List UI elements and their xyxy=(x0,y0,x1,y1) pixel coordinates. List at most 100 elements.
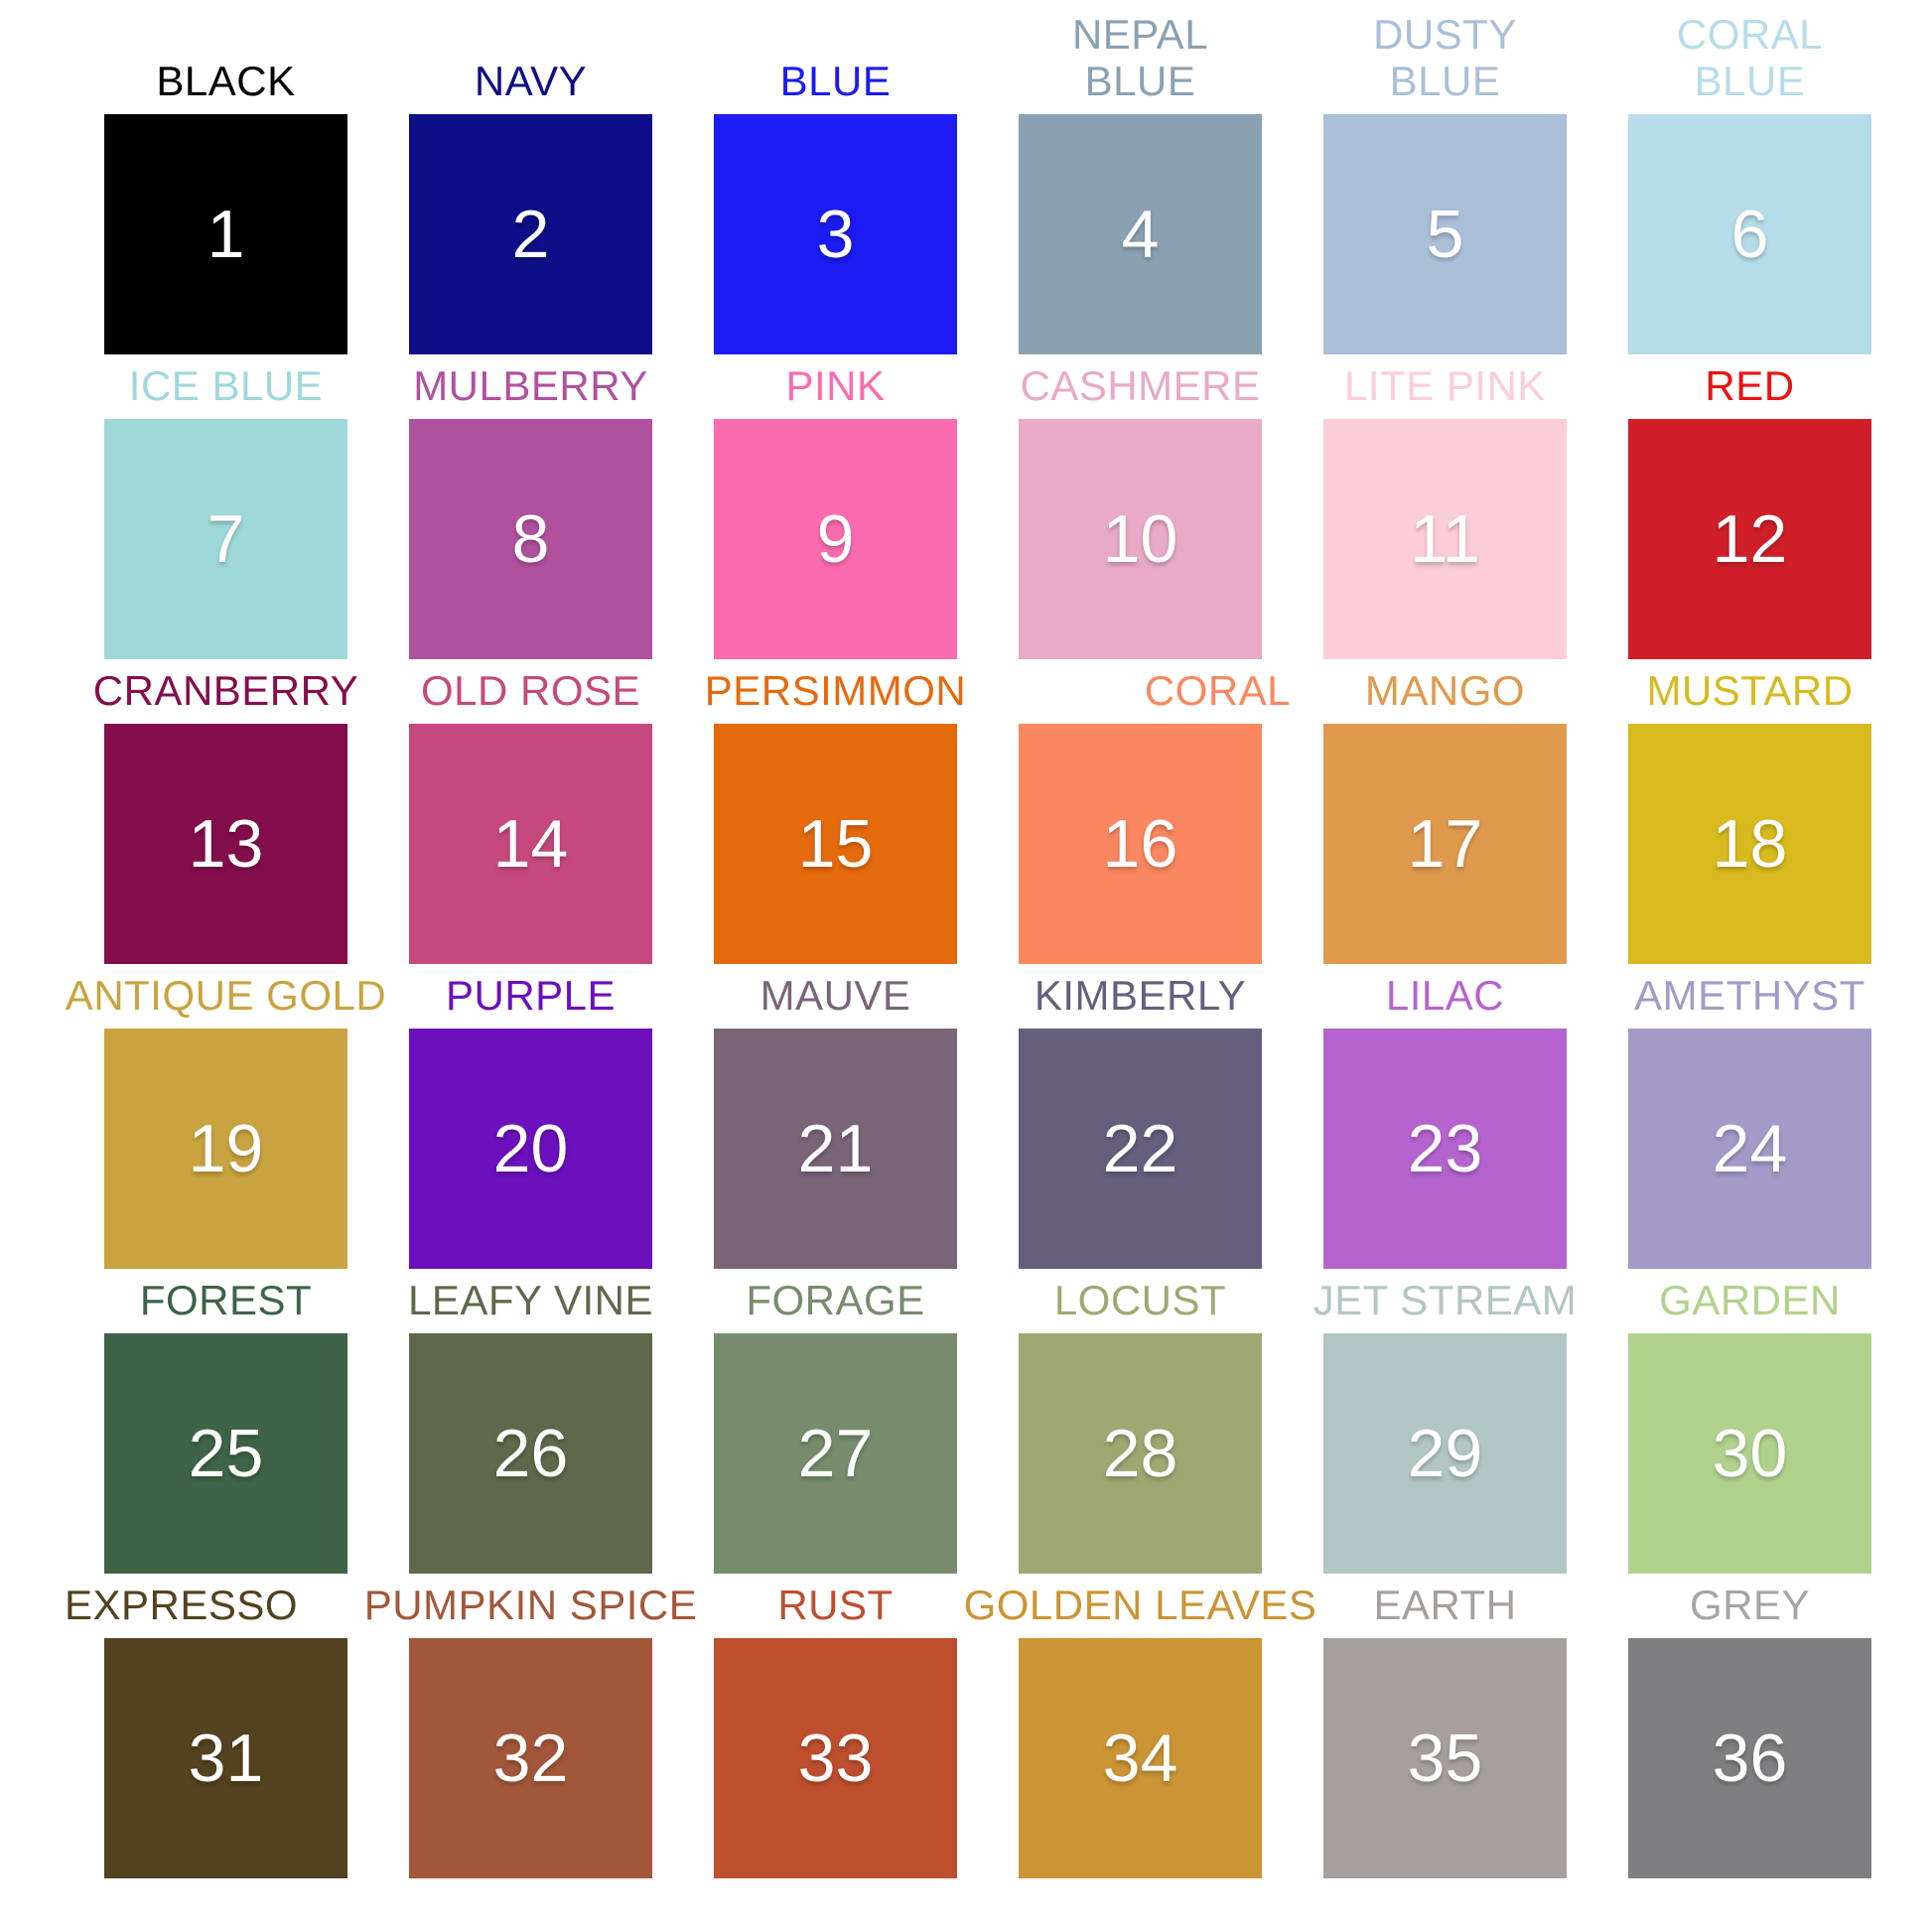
swatch-cell: PURPLE 20 xyxy=(409,964,652,1269)
swatch-cell: MAUVE 21 xyxy=(714,964,957,1269)
swatch-cell: GOLDEN LEAVES 34 xyxy=(964,1574,1316,1878)
swatch-cell: CORAL 16 xyxy=(1019,659,1291,964)
swatch-name-label: KIMBERLY xyxy=(1034,971,1247,1019)
swatch-name-label: PURPLE xyxy=(445,971,617,1019)
swatch-color-square: 14 xyxy=(409,724,652,964)
swatch-name-label: DUSTY BLUE xyxy=(1373,10,1517,104)
swatch-name-label: EARTH xyxy=(1373,1581,1517,1628)
swatch-color-square: 9 xyxy=(714,419,957,659)
swatch-name-label: MUSTARD xyxy=(1646,666,1854,714)
swatch-number: 33 xyxy=(797,1721,874,1796)
swatch-cell: RUST 33 xyxy=(714,1574,957,1878)
swatch-name-label: FOREST xyxy=(139,1276,313,1323)
swatch-cell: BLACK 1 xyxy=(104,50,347,354)
swatch-name-label: FORAGE xyxy=(746,1276,925,1323)
swatch-color-square: 28 xyxy=(1019,1333,1262,1574)
swatch-color-square: 35 xyxy=(1323,1638,1567,1878)
swatch-number: 4 xyxy=(1121,197,1160,272)
swatch-cell: GARDEN 30 xyxy=(1628,1269,1871,1574)
swatch-name-label: MAUVE xyxy=(759,971,911,1019)
color-chart-grid: BLACK 1 NAVY 2 BLUE 3 NEPAL BLUE 4 DUSTY… xyxy=(65,11,1871,1878)
swatch-cell: LOCUST 28 xyxy=(1019,1269,1262,1574)
swatch-name-label: GOLDEN LEAVES xyxy=(963,1581,1317,1628)
swatch-cell: PERSIMMON 15 xyxy=(705,659,966,964)
swatch-name-label: MANGO xyxy=(1364,666,1526,714)
swatch-color-square: 19 xyxy=(104,1029,347,1269)
swatch-color-square: 12 xyxy=(1628,419,1871,659)
swatch-color-square: 4 xyxy=(1019,114,1262,354)
swatch-color-square: 3 xyxy=(714,114,957,354)
swatch-number: 28 xyxy=(1102,1416,1178,1491)
swatch-name-label: AMETHYST xyxy=(1634,971,1865,1019)
swatch-name-label: GARDEN xyxy=(1659,1276,1841,1323)
swatch-name-label: CORAL xyxy=(1144,666,1292,714)
swatch-cell: MUSTARD 18 xyxy=(1628,659,1871,964)
swatch-color-square: 13 xyxy=(104,724,347,964)
swatch-cell: DUSTY BLUE 5 xyxy=(1323,11,1567,354)
swatch-color-square: 29 xyxy=(1323,1333,1567,1574)
swatch-color-square: 30 xyxy=(1628,1333,1871,1574)
swatch-number: 18 xyxy=(1712,806,1788,882)
swatch-cell: ANTIQUE GOLD 19 xyxy=(66,964,386,1269)
swatch-name-label: PUMPKIN SPICE xyxy=(363,1581,698,1628)
swatch-cell: EXPRESSO 31 xyxy=(65,1574,347,1878)
swatch-color-square: 31 xyxy=(104,1638,347,1878)
swatch-number: 19 xyxy=(188,1111,264,1186)
swatch-color-square: 33 xyxy=(714,1638,957,1878)
swatch-color-square: 23 xyxy=(1323,1029,1567,1269)
swatch-name-label: ANTIQUE GOLD xyxy=(65,971,387,1019)
swatch-color-square: 8 xyxy=(409,419,652,659)
swatch-cell: NAVY 2 xyxy=(409,50,652,354)
swatch-cell: LEAFY VINE 26 xyxy=(408,1269,653,1574)
swatch-color-square: 32 xyxy=(409,1638,652,1878)
swatch-number: 6 xyxy=(1730,197,1769,272)
swatch-color-square: 25 xyxy=(104,1333,347,1574)
swatch-number: 24 xyxy=(1712,1111,1788,1186)
swatch-name-label: LITE PINK xyxy=(1344,361,1546,409)
swatch-name-label: BLACK xyxy=(156,57,296,104)
swatch-color-square: 16 xyxy=(1019,724,1262,964)
swatch-color-square: 18 xyxy=(1628,724,1871,964)
swatch-number: 16 xyxy=(1102,806,1178,882)
swatch-name-label: LILAC xyxy=(1385,971,1505,1019)
swatch-name-label: NAVY xyxy=(474,57,588,104)
swatch-color-square: 22 xyxy=(1019,1029,1262,1269)
swatch-color-square: 2 xyxy=(409,114,652,354)
swatch-cell: AMETHYST 24 xyxy=(1628,964,1871,1269)
swatch-cell: JET STREAM 29 xyxy=(1313,1269,1577,1574)
swatch-color-square: 36 xyxy=(1628,1638,1871,1878)
swatch-cell: KIMBERLY 22 xyxy=(1019,964,1262,1269)
swatch-color-square: 15 xyxy=(714,724,957,964)
swatch-name-label: PERSIMMON xyxy=(704,666,967,714)
swatch-number: 31 xyxy=(188,1721,264,1796)
swatch-color-square: 34 xyxy=(1019,1638,1262,1878)
swatch-name-label: MULBERRY xyxy=(413,361,648,409)
swatch-name-label: LEAFY VINE xyxy=(408,1276,653,1323)
swatch-color-square: 17 xyxy=(1323,724,1567,964)
swatch-cell: EARTH 35 xyxy=(1323,1574,1567,1878)
swatch-name-label: BLUE xyxy=(779,57,892,104)
swatch-number: 14 xyxy=(492,806,569,882)
swatch-cell: CORAL BLUE 6 xyxy=(1628,11,1871,354)
swatch-color-square: 27 xyxy=(714,1333,957,1574)
swatch-name-label: GREY xyxy=(1689,1581,1811,1628)
swatch-number: 29 xyxy=(1407,1416,1483,1491)
swatch-name-label: CRANBERRY xyxy=(92,666,359,714)
swatch-name-label: ICE BLUE xyxy=(128,361,324,409)
swatch-number: 17 xyxy=(1407,806,1483,882)
swatch-number: 12 xyxy=(1712,501,1788,577)
swatch-number: 26 xyxy=(492,1416,569,1491)
swatch-number: 32 xyxy=(492,1721,569,1796)
swatch-color-square: 21 xyxy=(714,1029,957,1269)
swatch-name-label: OLD ROSE xyxy=(420,666,641,714)
swatch-number: 5 xyxy=(1426,197,1464,272)
swatch-cell: LILAC 23 xyxy=(1323,964,1567,1269)
swatch-color-square: 5 xyxy=(1323,114,1567,354)
swatch-cell: FORAGE 27 xyxy=(714,1269,957,1574)
swatch-cell: MANGO 17 xyxy=(1323,659,1567,964)
swatch-color-square: 24 xyxy=(1628,1029,1871,1269)
swatch-number: 1 xyxy=(207,197,245,272)
swatch-name-label: PINK xyxy=(785,361,886,409)
swatch-number: 7 xyxy=(207,501,245,577)
swatch-cell: ICE BLUE 7 xyxy=(104,354,347,659)
